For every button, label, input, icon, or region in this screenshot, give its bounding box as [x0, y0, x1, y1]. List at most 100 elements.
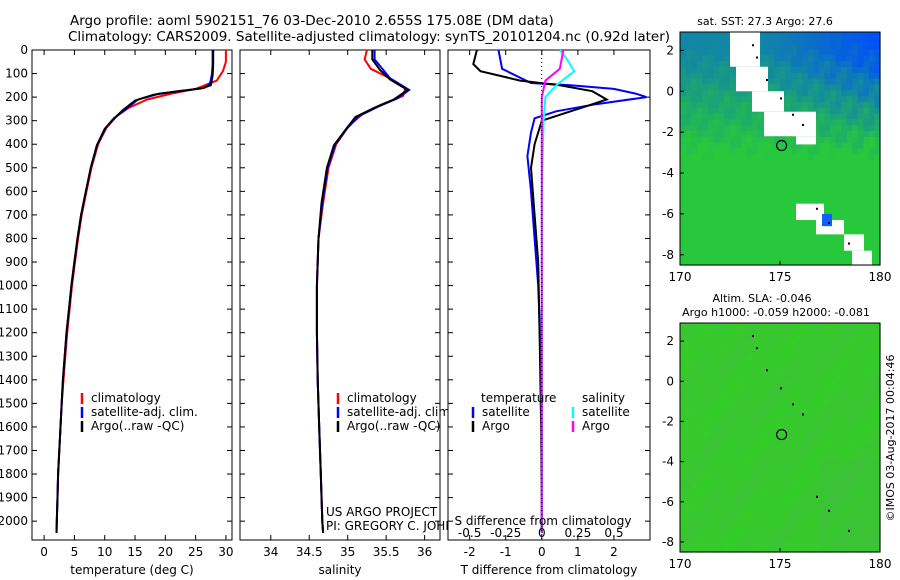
map2-cell: [713, 546, 720, 553]
map2-cell: [757, 511, 764, 519]
map2-cell: [791, 386, 798, 393]
map1-cell: [846, 96, 853, 103]
map2-cell: [763, 380, 770, 387]
map2-cell: [757, 368, 764, 376]
map1-cell: [807, 171, 814, 179]
map2-cell: [841, 323, 848, 330]
map1-cell: [741, 200, 748, 208]
map2-cell: [685, 345, 692, 353]
map1-cell: [791, 154, 798, 161]
map1-cell: [791, 218, 798, 225]
map2-cell: [835, 328, 842, 335]
map1-cell: [841, 113, 848, 120]
map1-cell: [863, 125, 870, 132]
map2-cell: [752, 351, 759, 358]
map1-cell: [685, 119, 692, 126]
map2-cell: [680, 363, 687, 370]
map1-cell: [724, 142, 731, 150]
map1-cell: [696, 67, 703, 74]
map2-cell: [724, 328, 731, 335]
map2-cell: [685, 437, 692, 444]
map1-cell: [730, 154, 737, 161]
map2-cell: [818, 368, 826, 376]
map2-cell: [680, 500, 687, 507]
map1-cell: [768, 142, 776, 150]
map1-cell: [830, 160, 837, 167]
map1-cell: [874, 195, 881, 202]
map1-cell: [830, 200, 837, 208]
map2-cell: [874, 511, 881, 519]
map2-cell: [696, 448, 703, 456]
map1-cell: [741, 107, 748, 115]
map1-cell: [718, 195, 726, 202]
map2-cell: [824, 323, 831, 330]
map1-cell: [774, 160, 781, 167]
map1-cell: [796, 247, 803, 254]
map1-xtick-label: 180: [869, 270, 892, 284]
map1-cell: [818, 195, 826, 202]
map2-cell: [768, 403, 776, 410]
map1-cell: [724, 171, 731, 179]
map2-cell: [685, 403, 692, 410]
map2-cell: [863, 380, 870, 387]
map2-cell: [691, 328, 698, 335]
map1-cell: [774, 37, 781, 45]
map2-cell: [863, 454, 870, 461]
map2-cell: [780, 466, 787, 473]
map2-cell: [763, 448, 770, 456]
map1-cell: [707, 200, 714, 208]
map1-cell: [746, 241, 753, 249]
map2-cell: [857, 466, 864, 473]
map2-cell: [857, 454, 864, 461]
map1-cell: [741, 119, 748, 126]
map1-cell: [680, 136, 687, 144]
map2-cell: [791, 471, 798, 479]
map2-cell: [791, 431, 798, 439]
map1-cell: [757, 259, 764, 266]
map1-cell: [863, 72, 870, 80]
map1-cell: [735, 101, 742, 109]
map2-cell: [874, 334, 881, 341]
map1-cell: [702, 96, 709, 103]
map2-cell: [846, 483, 853, 490]
map1-cell: [685, 160, 692, 167]
map2-cell: [791, 403, 798, 410]
map1-cell: [746, 247, 753, 254]
map1-cell: [724, 67, 731, 74]
map1-cell: [824, 67, 831, 74]
map2-cell: [685, 454, 692, 461]
map1-cell: [718, 101, 726, 109]
map1-cell: [835, 177, 842, 184]
map1-cell: [830, 148, 837, 155]
map1-title: sat. SST: 27.3 Argo: 27.6: [697, 15, 833, 28]
map2-cell: [824, 368, 831, 376]
map2-ytick-label: -2: [662, 414, 674, 428]
map2-cell: [802, 408, 809, 416]
map2-cell: [802, 489, 809, 496]
map1-cell: [857, 101, 864, 109]
map1-cell: [746, 189, 753, 196]
map1-cell: [841, 32, 848, 39]
map1-cell: [763, 148, 770, 155]
map1-cell: [713, 166, 720, 173]
map2-cell: [857, 517, 864, 524]
map1-cell: [685, 107, 692, 115]
map2-cell: [807, 477, 814, 484]
map2-cell: [796, 357, 803, 364]
map2-cell: [696, 494, 703, 502]
map1-cell: [802, 259, 809, 266]
map2-cell: [680, 386, 687, 393]
map1-cell: [707, 32, 714, 39]
map2-cell: [752, 523, 759, 530]
map1-cell: [841, 131, 848, 138]
map1-cell: [835, 113, 842, 120]
map2-cell: [691, 523, 698, 530]
map2-cell: [685, 466, 692, 473]
map2-cell: [702, 380, 709, 387]
map2-cell: [818, 351, 826, 358]
map2-cell: [730, 437, 737, 444]
map2-cell: [813, 437, 820, 444]
map1-cell: [735, 113, 742, 120]
map2-cell: [830, 357, 837, 364]
